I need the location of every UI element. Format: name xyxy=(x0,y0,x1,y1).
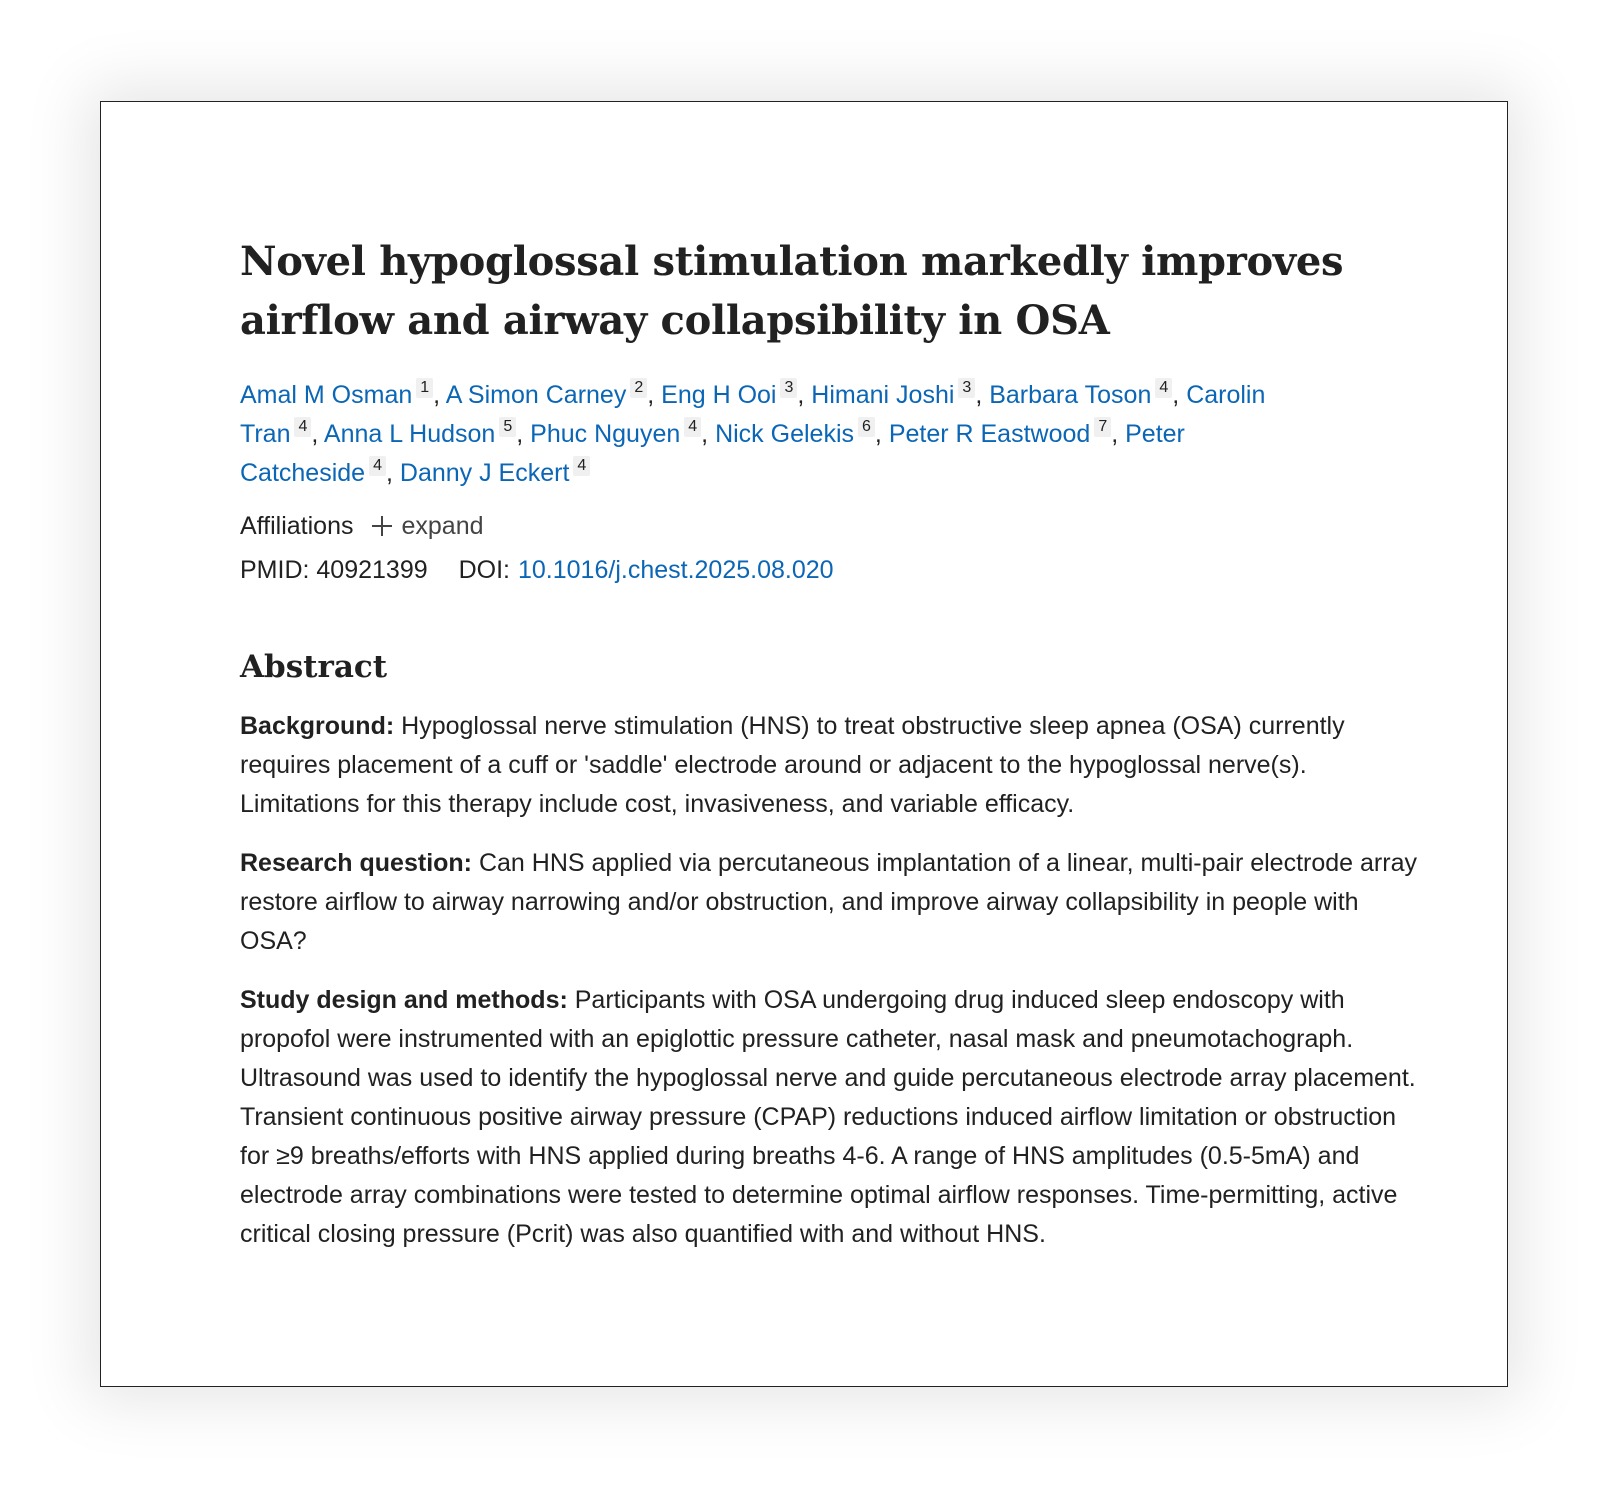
author-link[interactable]: Phuc Nguyen xyxy=(530,420,681,448)
abstract-section-background: Background: Hypoglossal nerve stimulatio… xyxy=(240,707,1430,824)
section-text: Can HNS applied via percutaneous implant… xyxy=(240,849,1417,955)
author-item: Phuc Nguyen 4 xyxy=(530,417,702,448)
article-title: Novel hypoglossal stimulation markedly i… xyxy=(240,238,1344,344)
author-item: Peter Catcheside 4 xyxy=(240,420,1185,487)
affiliation-badge[interactable]: 2 xyxy=(630,378,648,398)
abstract-heading: Abstract xyxy=(240,649,388,685)
author-link[interactable]: Peter Catcheside xyxy=(240,420,1185,487)
section-text: Participants with OSA undergoing drug in… xyxy=(240,986,1416,1248)
doi-label: DOI: xyxy=(458,556,510,584)
author-link[interactable]: Carolin Tran xyxy=(240,381,1266,448)
author-link[interactable]: Nick Gelekis xyxy=(715,420,854,448)
abstract-section-study-design: Study design and methods: Participants w… xyxy=(240,981,1430,1254)
affiliation-badge[interactable]: 7 xyxy=(1094,417,1112,437)
author-item: Barbara Toson 4 xyxy=(989,378,1173,409)
abstract-section-research-question: Research question: Can HNS applied via p… xyxy=(240,844,1430,961)
author-item: A Simon Carney 2 xyxy=(445,378,648,409)
affiliation-badge[interactable]: 1 xyxy=(416,378,434,398)
author-item: Anna L Hudson 5 xyxy=(323,417,517,448)
expand-label: expand xyxy=(401,512,484,540)
author-item: Amal M Osman 1 xyxy=(240,378,434,409)
doi-link[interactable]: 10.1016/j.chest.2025.08.020 xyxy=(518,556,834,584)
plus-icon xyxy=(370,514,394,538)
affiliation-badge[interactable]: 4 xyxy=(369,456,386,476)
article-content: Novel hypoglossal stimulation markedly i… xyxy=(240,232,1430,1254)
author-item: Nick Gelekis 6 xyxy=(715,417,875,448)
affiliation-badge[interactable]: 3 xyxy=(780,378,798,398)
affiliation-badge[interactable]: 5 xyxy=(499,417,517,437)
author-item: Himani Joshi 3 xyxy=(811,378,976,409)
author-item: Danny J Eckert 4 xyxy=(399,456,591,487)
section-text: Hypoglossal nerve stimulation (HNS) to t… xyxy=(240,712,1345,818)
author-link[interactable]: Peter R Eastwood xyxy=(888,420,1091,448)
affiliation-badge[interactable]: 3 xyxy=(958,378,976,398)
author-item: Carolin Tran 4 xyxy=(240,381,1265,448)
affiliation-badge[interactable]: 6 xyxy=(858,417,875,437)
section-label: Background: xyxy=(240,712,395,740)
pmid-value: 40921399 xyxy=(316,556,428,584)
article-card: Novel hypoglossal stimulation markedly i… xyxy=(100,101,1508,1387)
affiliation-badge[interactable]: 4 xyxy=(1155,378,1173,398)
pmid-label: PMID: xyxy=(240,556,310,584)
affiliation-badge[interactable]: 4 xyxy=(684,417,702,437)
affiliation-badge[interactable]: 4 xyxy=(294,417,312,437)
author-item: Eng H Ooi 3 xyxy=(661,378,798,409)
author-link[interactable]: A Simon Carney xyxy=(445,381,627,409)
author-item: Peter R Eastwood 7 xyxy=(888,417,1112,448)
section-label: Study design and methods: xyxy=(240,986,568,1014)
affiliations-row: Affiliations expand xyxy=(240,509,1430,543)
affiliations-label: Affiliations xyxy=(240,512,354,540)
identifiers-row: PMID: 40921399 DOI: 10.1016/j.chest.2025.… xyxy=(240,553,1430,587)
section-label: Research question: xyxy=(240,849,473,877)
author-list: Amal M Osman 1, A Simon Carney 2, Eng H Oo… xyxy=(240,378,1266,487)
author-link[interactable]: Himani Joshi xyxy=(811,381,955,409)
author-link[interactable]: Danny J Eckert xyxy=(399,459,570,487)
author-link[interactable]: Eng H Ooi xyxy=(661,381,777,409)
author-link[interactable]: Anna L Hudson xyxy=(323,420,496,448)
author-link[interactable]: Amal M Osman xyxy=(240,381,413,409)
affiliation-badge[interactable]: 4 xyxy=(573,456,591,476)
author-link[interactable]: Barbara Toson xyxy=(989,381,1152,409)
expand-affiliations-button[interactable]: expand xyxy=(370,509,484,543)
